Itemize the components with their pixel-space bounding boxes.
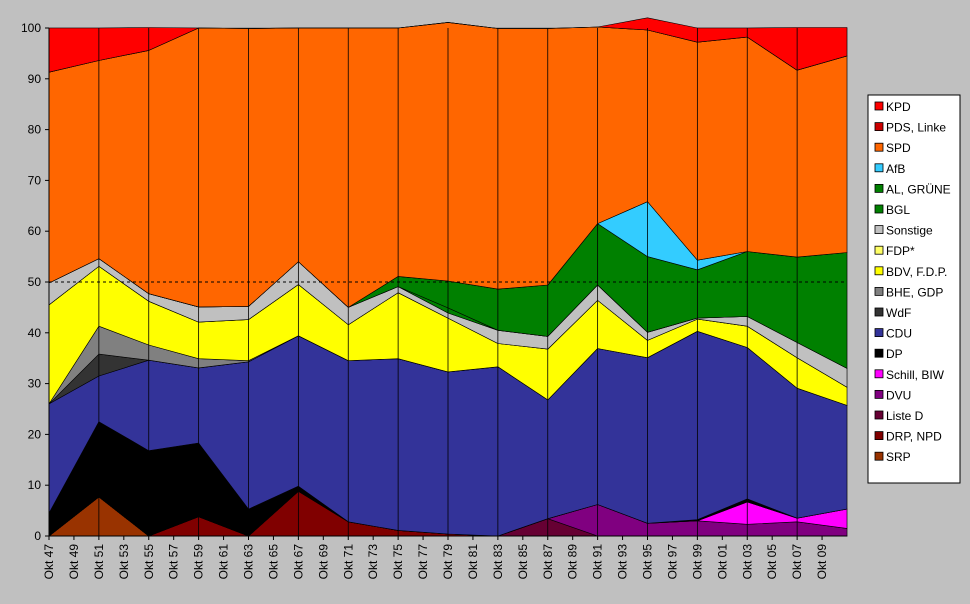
x-tick-label: Okt 73	[366, 544, 380, 580]
x-tick-label: Okt 71	[341, 544, 355, 580]
x-tick-label: Okt 79	[441, 544, 455, 580]
legend-label: BGL	[886, 203, 910, 217]
x-tick-label: Okt 07	[790, 544, 804, 580]
x-tick-label: Okt 47	[42, 544, 56, 580]
legend-label: FDP*	[886, 244, 915, 258]
x-tick-label: Okt 03	[740, 544, 754, 580]
legend-label: AL, GRÜNE	[886, 182, 951, 196]
x-tick-label: Okt 65	[266, 544, 280, 580]
area-kpd	[48, 17, 848, 73]
x-axis: Okt 47 Okt 49 Okt 51 Okt 53 Okt 55 Okt 57 Okt …	[42, 535, 847, 580]
legend-swatch	[874, 369, 884, 379]
x-tick-label: Okt 49	[67, 544, 81, 580]
x-tick-label: Okt 89	[566, 544, 580, 580]
legend-label: KPD	[886, 100, 911, 114]
y-tick-label: 80	[28, 123, 42, 137]
legend-label: Liste D	[886, 409, 924, 423]
y-tick-label: 0	[34, 529, 41, 543]
x-tick-label: Okt 67	[291, 544, 305, 580]
y-tick-label: 20	[28, 427, 42, 441]
x-tick-label: Okt 55	[142, 544, 156, 580]
legend-label: PDS, Linke	[886, 121, 946, 135]
y-axis: 0 10 20 30 40 50 60 70 80 90 100	[21, 21, 50, 543]
x-tick-label: Okt 91	[591, 544, 605, 580]
legend-swatch	[874, 204, 884, 214]
x-tick-label: Okt 85	[516, 544, 530, 580]
legend-label: DVU	[886, 388, 911, 402]
legend-swatch	[874, 451, 884, 461]
x-tick-label: Okt 57	[167, 544, 181, 580]
y-tick-label: 40	[28, 326, 42, 340]
legend-swatch	[874, 101, 884, 111]
legend-label: WdF	[886, 306, 911, 320]
x-tick-label: Okt 81	[466, 544, 480, 580]
legend-label: BDV, F.D.P.	[886, 265, 947, 279]
x-tick-label: Okt 05	[765, 544, 779, 580]
legend-swatch	[874, 163, 884, 173]
x-tick-label: Okt 93	[616, 544, 630, 580]
legend-swatch	[874, 142, 884, 152]
legend-swatch	[874, 122, 884, 131]
x-tick-label: Okt 95	[641, 544, 655, 580]
x-tick-label: Okt 59	[192, 544, 206, 580]
legend-label: BHE, GDP	[886, 285, 943, 299]
x-tick-label: Okt 61	[217, 544, 231, 580]
legend-swatch	[874, 266, 884, 276]
legend-swatch	[874, 328, 884, 338]
y-tick-label: 10	[28, 478, 42, 492]
x-tick-label: Okt 87	[541, 544, 555, 580]
legend-swatch	[874, 183, 884, 193]
x-tick-label: Okt 83	[491, 544, 505, 580]
legend-label: SRP	[886, 450, 911, 464]
legend-label: DP	[886, 347, 903, 361]
legend-swatch	[874, 245, 884, 255]
x-tick-label: Okt 53	[117, 544, 131, 580]
legend-swatch	[874, 286, 884, 296]
y-tick-label: 60	[28, 224, 42, 238]
x-tick-label: Okt 01	[715, 544, 729, 580]
x-tick-label: Okt 63	[242, 544, 256, 580]
x-tick-label: Okt 09	[815, 544, 829, 580]
x-tick-label: Okt 69	[316, 544, 330, 580]
x-tick-label: Okt 75	[391, 544, 405, 580]
y-tick-label: 30	[28, 377, 42, 391]
y-tick-label: 90	[28, 72, 42, 86]
legend-label: Schill, BIW	[886, 368, 945, 382]
legend-swatch	[874, 431, 884, 441]
y-tick-label: 100	[21, 21, 41, 35]
legend-label: AfB	[886, 162, 905, 176]
y-tick-label: 50	[28, 275, 42, 289]
legend-label: CDU	[886, 327, 912, 341]
y-tick-label: 70	[28, 173, 42, 187]
legend-swatch	[874, 307, 884, 317]
x-tick-label: Okt 51	[92, 544, 106, 580]
legend-label: DRP, NPD	[886, 430, 942, 444]
x-tick-label: Okt 77	[416, 544, 430, 580]
legend-swatch	[874, 348, 884, 358]
legend: KPD PDS, Linke SPD AfB AL, GRÜNE BGL Sonstige F…	[867, 94, 961, 484]
legend-label: Sonstige	[886, 224, 933, 238]
legend-swatch	[874, 225, 884, 235]
legend-label: SPD	[886, 141, 911, 155]
legend-swatch	[874, 410, 884, 420]
x-tick-label: Okt 97	[665, 544, 679, 580]
legend-swatch	[874, 389, 884, 399]
x-tick-label: Okt 99	[690, 544, 704, 580]
